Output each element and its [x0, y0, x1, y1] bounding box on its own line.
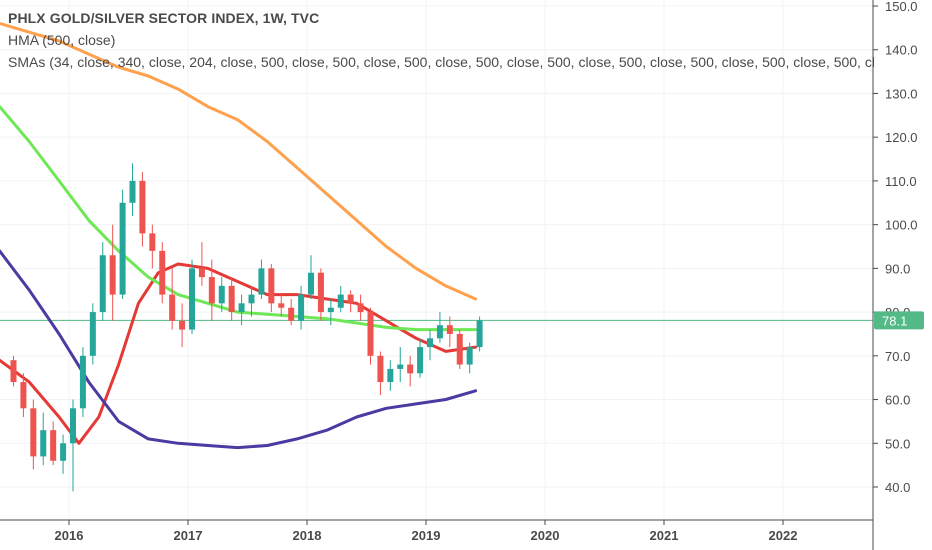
series-line — [0, 249, 478, 450]
candle-body — [218, 285, 225, 304]
candle-body — [228, 285, 235, 313]
candle-body — [367, 312, 374, 356]
y-tick-label: 150.0 — [885, 0, 918, 14]
candle-body — [10, 360, 17, 383]
candle-body — [149, 233, 156, 251]
candles — [10, 163, 483, 492]
y-tick-label: 140.0 — [885, 43, 918, 58]
x-tick-label: 2016 — [55, 528, 84, 543]
candle-body — [198, 268, 205, 278]
candle-body — [407, 364, 414, 374]
chart-title: PHLX GOLD/SILVER SECTOR INDEX, 1W, TVC — [8, 10, 320, 26]
series-line — [0, 105, 478, 332]
candle-body — [427, 338, 433, 348]
moving-average-lines — [0, 22, 478, 450]
candle-body — [119, 202, 126, 295]
candle-body — [288, 307, 295, 321]
y-axis[interactable]: 150.0140.0130.0120.0110.0100.090.080.070… — [873, 0, 918, 495]
y-tick-label: 60.0 — [885, 393, 910, 408]
candle-body — [258, 268, 265, 295]
candle-body — [436, 325, 443, 339]
last-price-tag-text: 78.1 — [882, 313, 907, 328]
y-tick-label: 110.0 — [885, 174, 917, 189]
candle-body — [337, 294, 344, 308]
candle-body — [397, 364, 404, 369]
sma-legend: SMAs (34, close, 340, close, 204, close,… — [8, 54, 874, 70]
candle-body — [238, 303, 245, 313]
candle-body — [89, 312, 96, 356]
candle-body — [70, 408, 76, 444]
y-tick-label: 120.0 — [885, 130, 918, 145]
candle-body — [79, 355, 86, 409]
candle-body — [129, 180, 136, 203]
candle-body — [30, 408, 37, 457]
candle-body — [20, 382, 27, 409]
series-line — [0, 22, 478, 301]
candle-body — [278, 303, 285, 308]
candle-body — [327, 307, 334, 313]
chart-legend: PHLX GOLD/SILVER SECTOR INDEX, 1W, TVC H… — [8, 7, 874, 73]
candle-body — [417, 347, 424, 374]
last-price-tag-bg — [874, 311, 924, 330]
candle-body — [208, 277, 215, 304]
candle-body — [377, 355, 384, 383]
series-line — [0, 262, 478, 445]
candle-body — [476, 320, 483, 348]
grid — [0, 0, 873, 520]
candle-body — [268, 268, 275, 304]
x-tick-label: 2018 — [293, 528, 322, 543]
candle-body — [159, 250, 166, 295]
x-tick-label: 2021 — [650, 528, 679, 543]
candle-body — [50, 430, 57, 461]
y-tick-label: 90.0 — [885, 261, 910, 276]
y-tick-label: 40.0 — [885, 480, 910, 495]
x-tick-label: 2017 — [174, 528, 203, 543]
candle-body — [347, 294, 354, 304]
hma-legend: HMA (500, close) — [8, 32, 116, 48]
candle-body — [60, 443, 67, 461]
x-tick-label: 2019 — [412, 528, 441, 543]
candle-body — [99, 255, 106, 313]
candle-body — [298, 294, 305, 321]
x-axis[interactable]: 2016 2017 2018 2019 2020 2021 2022 — [55, 520, 798, 543]
candle-body — [387, 368, 394, 383]
candle-body — [446, 325, 453, 334]
candle-body — [139, 180, 146, 234]
candle-body — [169, 294, 176, 321]
candle-body — [40, 430, 47, 457]
candle-body — [189, 268, 195, 330]
candle-body — [317, 272, 324, 313]
x-tick-label: 2020 — [531, 528, 560, 543]
y-tick-label: 70.0 — [885, 349, 910, 364]
candle-body — [456, 333, 463, 365]
candle-body — [466, 347, 473, 365]
candle-body — [109, 255, 116, 295]
y-tick-label: 100.0 — [885, 218, 918, 233]
y-tick-label: 50.0 — [885, 436, 910, 451]
candle-body — [179, 320, 186, 330]
candle-body — [357, 303, 364, 313]
y-tick-label: 130.0 — [885, 86, 918, 101]
candle-body — [248, 294, 255, 304]
last-price-tag: 78.1 — [874, 311, 924, 330]
candle-body — [308, 272, 314, 295]
x-tick-label: 2022 — [769, 528, 798, 543]
